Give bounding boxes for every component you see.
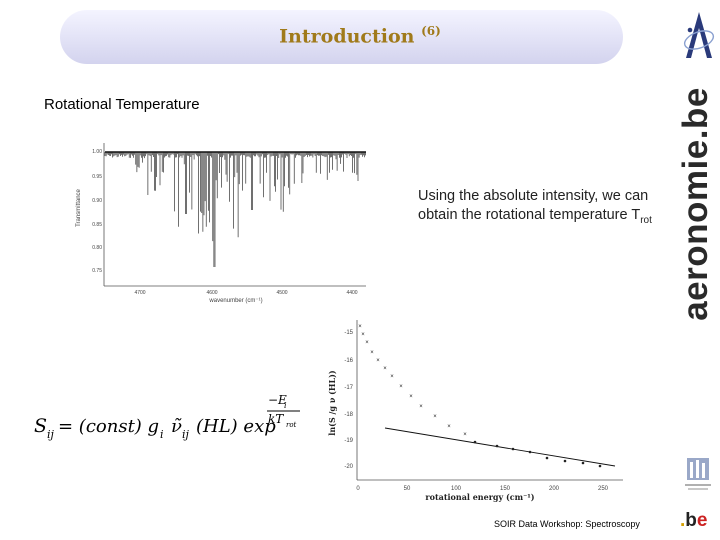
formula-exp-denominator-sub: rot [286,421,297,429]
federal-science-policy-logo-icon [685,458,711,490]
formula-exp-numerator-sub: i [284,401,287,410]
boltzmann-cross-point: × [376,358,380,364]
boltzmann-ytick: -20 [344,464,353,470]
formula-rhs-1-sub: i [160,428,164,441]
line-intensity-formula: S ij = (const) g i ν̃ ij (HL) exp −E i k… [34,393,300,441]
boltzmann-xtick: 250 [598,486,609,492]
boltzmann-y-label: ln(S /g ν (HL)) [327,370,337,436]
formula-exp-denominator: kT [268,412,284,426]
note-text-main: Using the absolute intensity, we can obt… [418,188,649,223]
formula-rhs-1: = (const) g [58,416,159,437]
boltzmann-cross-point: × [358,324,362,330]
transmittance-spectrum-figure: Transmittance 1.00 0.95 0.90 0.85 0.80 0… [76,143,367,304]
boltzmann-ytick: -19 [344,438,353,444]
boltzmann-ytick: -18 [344,412,353,418]
institute-a-logo-icon [683,12,715,58]
formula-lhs-sub: ij [47,428,55,441]
boltzmann-cross-point: × [361,332,365,338]
slide-title: Introduction (6) [0,24,720,47]
boltzmann-dot-point [598,464,602,468]
spectrum-ytick: 0.75 [92,268,102,274]
formula-rhs-2: (HL) exp [196,416,276,437]
boltzmann-dot-point [581,461,585,465]
slide-footer: SOIR Data Workshop: Spectroscopy [494,519,640,529]
boltzmann-x-label: rotational energy (cm⁻¹) [425,492,534,502]
boltzmann-cross-point: × [433,414,437,420]
spectrum-xtick: 4600 [206,290,217,296]
boltzmann-dot-point [563,459,567,463]
spectrum-ytick: 1.00 [92,149,102,155]
boltzmann-cross-point: × [447,424,451,430]
be-logo-b: b [685,510,697,531]
spectrum-x-label: wavenumber (cm⁻¹) [208,298,262,304]
be-logo: .be [680,510,707,532]
spectrum-ytick: 0.95 [92,174,102,180]
be-logo-e: e [696,510,708,531]
boltzmann-xtick: 0 [356,486,360,492]
boltzmann-plot-figure: ln(S /g ν (HL)) -15 -16 -17 -18 -19 -20 … [327,320,623,502]
title-banner [60,10,623,64]
boltzmann-cross-point: × [409,394,413,400]
formula-nu: ν̃ [171,416,182,437]
aeronomie-logo: aeronomie.be [672,80,720,328]
slide-subtitle: Rotational Temperature [44,96,200,113]
boltzmann-cross-point: × [463,432,467,438]
formula-exp-numerator: −E [268,393,287,407]
boltzmann-cross-point: × [370,350,374,356]
note-text: Using the absolute intensity, we can obt… [418,187,658,230]
formula-nu-sub: ij [182,428,190,441]
boltzmann-dot-point [473,440,477,444]
boltzmann-dot-point [511,447,515,451]
spectrum-y-label: Transmittance [76,188,82,226]
boltzmann-xtick: 200 [549,486,560,492]
formula-lhs: S [34,415,47,437]
boltzmann-data-points: ××××××××××××× [358,324,602,468]
boltzmann-cross-point: × [390,374,394,380]
boltzmann-xtick: 100 [451,486,462,492]
slide-title-text: Introduction [279,25,415,48]
boltzmann-dot-point [495,444,499,448]
boltzmann-ytick: -17 [344,385,353,391]
boltzmann-cross-point: × [383,366,387,372]
be-logo-dot: . [680,510,686,531]
spectrum-xtick: 4500 [276,290,287,296]
spectrum-ytick: 0.80 [92,245,102,251]
boltzmann-cross-point: × [365,340,369,346]
note-subscript: rot [640,214,652,226]
boltzmann-ytick: -15 [344,330,353,336]
spectrum-xtick: 4700 [134,290,145,296]
boltzmann-xtick: 50 [404,486,411,492]
boltzmann-cross-point: × [399,384,403,390]
boltzmann-cross-point: × [419,404,423,410]
spectrum-absorption-lines [104,151,367,267]
boltzmann-dot-point [528,450,532,454]
spectrum-ytick: 0.85 [92,222,102,228]
aeronomie-wordmark: aeronomie.be [676,87,715,321]
boltzmann-ytick: -16 [344,358,353,364]
boltzmann-dot-point [545,456,549,460]
boltzmann-fit-line [384,427,616,467]
spectrum-ytick: 0.90 [92,198,102,204]
boltzmann-xtick: 150 [500,486,511,492]
spectrum-xtick: 4400 [346,290,357,296]
slide-title-superscript: (6) [421,24,441,38]
